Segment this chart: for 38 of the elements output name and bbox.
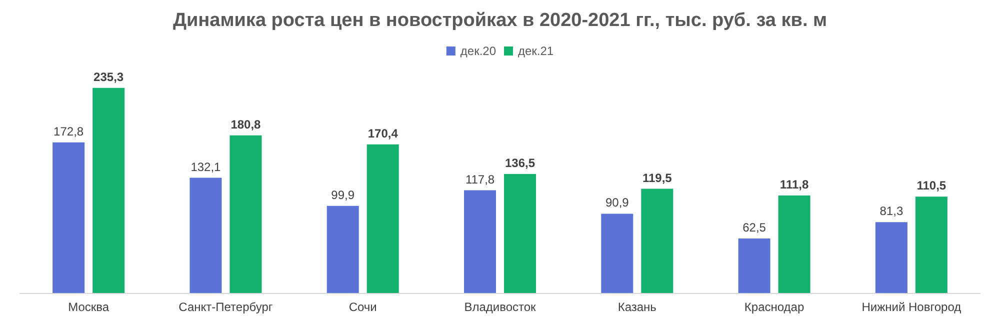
x-tick-label: Казань (618, 300, 656, 314)
bar (875, 222, 908, 293)
data-label: 90,9 (605, 196, 630, 210)
legend-label: дек.21 (518, 44, 554, 58)
bar (52, 142, 85, 293)
bar (504, 174, 536, 293)
legend-label: дек.20 (460, 44, 496, 58)
data-label: 235,3 (94, 70, 124, 84)
bar (778, 196, 810, 293)
bar (190, 178, 222, 293)
bar (230, 135, 262, 293)
bar (326, 206, 359, 293)
x-tick-label: Санкт-Петербург (178, 300, 274, 314)
x-tick-label: Москва (68, 300, 110, 314)
data-label: 172,8 (54, 124, 84, 138)
data-label: 62,5 (742, 220, 766, 234)
x-tick-label: Сочи (348, 300, 377, 314)
data-label: 132,1 (190, 160, 222, 174)
data-label: 111,8 (780, 178, 809, 192)
x-tick-label: Краснодар (744, 300, 804, 314)
bar (601, 214, 634, 293)
data-label: 81,3 (880, 204, 904, 218)
bar (464, 190, 496, 293)
bar (915, 196, 948, 293)
bar (92, 88, 125, 293)
x-tick-label: Нижний Новгород (862, 300, 962, 314)
data-label: 117,8 (465, 172, 495, 186)
data-label: 99,9 (331, 188, 355, 202)
data-label: 136,5 (504, 156, 536, 170)
bar (641, 188, 674, 293)
data-label: 110,5 (916, 178, 946, 193)
data-label: 170,4 (368, 126, 398, 140)
data-label: 119,5 (642, 170, 672, 185)
bar (738, 238, 770, 293)
chart-title: Динамика роста цен в новостройках в 2020-2021 гг., тыс. руб. за кв. м (172, 10, 828, 31)
data-label: 180,8 (230, 117, 262, 132)
x-tick-label: Владивосток (464, 300, 537, 314)
bar (366, 144, 399, 293)
